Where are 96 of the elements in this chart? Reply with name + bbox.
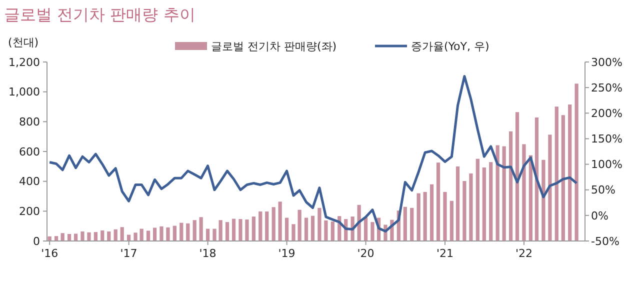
x-tick-label: '20 [357,247,374,260]
y-tick-label: 800 [19,116,40,129]
bar [568,104,572,241]
bar [172,226,176,241]
y2-tick-label: 300% [591,56,622,69]
bar [292,224,296,241]
bar [443,192,447,241]
legend-label: 글로벌 전기차 판매량(좌) [211,40,337,53]
bar [298,210,302,241]
bar [252,216,256,241]
bar [192,220,196,241]
bar [166,227,170,241]
bar [218,220,222,241]
bar [554,106,558,241]
bar [469,173,473,241]
bar [310,216,315,241]
bar [482,167,486,241]
bar [542,160,546,241]
bar [140,228,144,241]
bar [212,228,216,241]
line-series [48,75,578,233]
bar [160,226,164,241]
bar [206,228,210,241]
y2-tick-label: -50% [591,234,620,248]
bar [403,206,407,241]
bar [180,222,184,241]
bar [502,146,506,241]
bar [364,217,368,241]
bar [199,217,203,241]
bar [284,218,289,241]
bar [304,218,308,241]
bar [515,112,520,241]
bar [430,184,434,241]
bar [324,220,328,241]
bar [416,193,420,241]
bar [238,219,242,241]
bar [146,230,150,241]
bar [80,231,84,241]
x-tick-label: '17 [120,247,138,260]
bar [548,134,552,241]
y2-tick-label: 100% [591,158,622,172]
bar [522,144,526,241]
bar [574,84,578,241]
bar [436,162,440,241]
y-tick-label: 0 [33,234,40,248]
bar [107,231,111,241]
bar [456,166,460,241]
bar [74,234,78,241]
legend-label: 증가율(YoY, 우) [411,40,490,53]
bar [410,208,414,241]
y2-tick-label: 250% [591,81,622,94]
bar [245,220,249,241]
bar [60,233,64,241]
bar [489,162,493,241]
bar [94,232,98,241]
bar [265,211,269,241]
bar [225,222,230,241]
y2-tick-label: 150% [591,132,622,146]
bar [232,218,236,241]
bar [476,158,480,241]
bar [87,232,91,241]
bar [134,232,138,241]
y-tick-label: 600 [19,145,40,158]
bar [272,207,276,241]
bar [318,208,322,241]
bar [508,131,513,241]
bar [152,228,157,241]
y-tick-label: 200 [19,205,40,218]
y2-tick-label: 50% [591,184,616,197]
bar [496,145,500,241]
bar [186,223,190,241]
bar [534,117,539,241]
x-tick-label: '18 [199,247,216,260]
y2-tick-label: 200% [591,106,622,120]
y2-tick-label: 0% [591,209,608,222]
x-tick-label: '19 [278,247,296,260]
x-tick-label: '22 [515,247,532,260]
x-tick-label: '16 [41,247,58,260]
bar [114,229,118,241]
y-tick-label: 1,200 [8,56,40,69]
y-axis-title: (천대) [8,36,39,49]
bar [126,234,131,241]
bar [423,192,427,241]
bar [100,230,104,241]
bar [330,221,334,241]
bar [370,222,374,241]
bar [450,200,454,241]
y-tick-label: 1,000 [8,86,40,99]
chart-title: 글로벌 전기차 판매량 추이 [4,5,196,24]
bar [258,211,262,241]
bar [278,202,282,241]
y-tick-label: 400 [19,175,40,188]
bar [561,115,565,241]
bar [462,181,466,241]
x-tick-label: '21 [436,247,454,260]
bar [120,227,124,241]
